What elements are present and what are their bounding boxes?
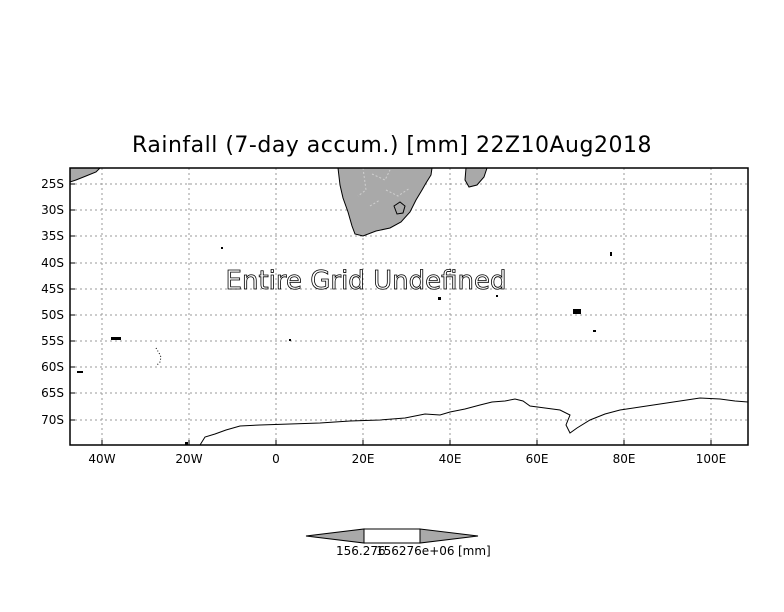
- y-tick-label: 65S: [41, 386, 64, 400]
- y-tick-label: 60S: [41, 360, 64, 374]
- colorbar-right-arrow: [419, 528, 479, 544]
- south-sandwich-islands: [155, 347, 162, 366]
- islands: [77, 247, 612, 445]
- colorbar-middle-box: [363, 528, 421, 544]
- x-tick-label: 100E: [696, 452, 727, 466]
- x-tick-label: 0: [272, 452, 280, 466]
- colorbar-left-arrow: [305, 528, 365, 544]
- map-frame: [69, 167, 749, 446]
- map-title: Rainfall (7-day accum.) [mm] 22Z10Aug201…: [132, 133, 652, 158]
- southern-africa-land: [337, 168, 433, 237]
- colorbar-overlap-label: 156276e+06: [376, 544, 455, 558]
- x-tick-label: 40E: [439, 452, 462, 466]
- map-area: [70, 168, 748, 445]
- colorbar-unit-label: [mm]: [458, 544, 491, 558]
- antarctica-coast: [199, 397, 748, 445]
- undefined-grid-message: Entire Grid Undefined: [226, 266, 507, 296]
- y-tick-label: 50S: [41, 308, 64, 322]
- south-america-land: [70, 168, 101, 183]
- y-tick-label: 35S: [41, 229, 64, 243]
- x-tick-label: 40W: [88, 452, 115, 466]
- colorbar-value-label: 156.276: [336, 544, 386, 558]
- y-tick-label: 70S: [41, 413, 64, 427]
- x-tick-label: 60E: [526, 452, 549, 466]
- lesotho-border: [393, 201, 406, 215]
- x-tick-label: 80E: [613, 452, 636, 466]
- grid-lines: [70, 168, 748, 445]
- y-tick-label: 30S: [41, 203, 64, 217]
- x-tick-label: 20E: [352, 452, 375, 466]
- colorbar: [305, 528, 479, 544]
- y-tick-label: 40S: [41, 256, 64, 270]
- y-tick-label: 45S: [41, 282, 64, 296]
- y-axis: 25S 30S 35S 40S 45S 50S 55S 60S 65S 70S: [41, 177, 75, 427]
- x-tick-label: 20W: [175, 452, 202, 466]
- x-axis: 40W 20W 0 20E 40E 60E 80E 100E: [88, 440, 726, 466]
- madagascar-land: [464, 168, 488, 188]
- y-tick-label: 25S: [41, 177, 64, 191]
- y-tick-label: 55S: [41, 334, 64, 348]
